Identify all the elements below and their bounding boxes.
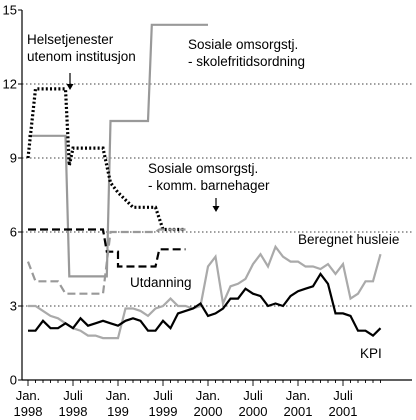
x-tick-label-7-top: Juli <box>333 388 353 403</box>
series-line-5 <box>28 271 382 338</box>
y-tick-label-0: 0 <box>10 373 17 388</box>
x-tick-label-6-top: Jan. <box>286 388 311 403</box>
series-line-1 <box>26 87 186 232</box>
x-tick-label-0-bottom: 1998 <box>14 404 43 419</box>
leader-arrow-2 <box>212 206 220 212</box>
x-tick-label-2-bottom: 199 <box>107 404 129 419</box>
y-tick-label-12: 12 <box>3 77 17 92</box>
x-tick-label-4-bottom: 2000 <box>194 404 223 419</box>
annotation-3-line-0: Beregnet husleie <box>298 232 399 247</box>
annotation-2-line-0: Sosiale omsorgstj. <box>148 161 258 176</box>
annotation-5-line-0: KPI <box>360 346 382 361</box>
gridlines <box>22 83 412 307</box>
annotation-1-line-0: Sosiale omsorgstj. <box>188 37 298 52</box>
series-lines <box>26 23 382 340</box>
series-line-0 <box>28 23 208 278</box>
y-tick-label-3: 3 <box>10 299 17 314</box>
y-tick-label-15: 15 <box>3 3 17 18</box>
x-tick-label-3-top: Juli <box>153 388 173 403</box>
series-line-2 <box>28 228 186 268</box>
series-line-4 <box>28 244 382 340</box>
series-line-3 <box>26 228 186 295</box>
x-tick-label-4-top: Jan. <box>196 388 221 403</box>
annotation-0-line-1: utenom institusjon <box>27 49 136 64</box>
annotation-1-line-1: - skolefritidsordning <box>188 54 305 69</box>
annotation-2-line-1: - komm. barnehager <box>148 178 270 193</box>
x-tick-label-7-bottom: 2001 <box>329 404 358 419</box>
x-tick-label-3-bottom: 1999 <box>149 404 178 419</box>
x-tick-label-5-bottom: 2000 <box>239 404 268 419</box>
x-tick-label-1-top: Juli <box>63 388 83 403</box>
axes: 03691215Jan.1998Juli1998Jan.199Juli1999J… <box>3 3 412 419</box>
x-tick-label-1-bottom: 1998 <box>59 404 88 419</box>
x-tick-label-2-top: Jan. <box>106 388 131 403</box>
x-tick-label-6-bottom: 2001 <box>284 404 313 419</box>
x-tick-label-0-top: Jan. <box>16 388 41 403</box>
x-tick-label-5-top: Juli <box>243 388 263 403</box>
y-tick-label-6: 6 <box>10 225 17 240</box>
y-tick-label-9: 9 <box>10 151 17 166</box>
annotations: Helsetjenester utenom institusjon Sosiale … <box>27 32 399 361</box>
annotation-0-line-0: Helsetjenester <box>27 32 114 47</box>
annotation-4-line-0: Utdanning <box>130 275 192 290</box>
leader-arrow-0 <box>66 84 74 90</box>
